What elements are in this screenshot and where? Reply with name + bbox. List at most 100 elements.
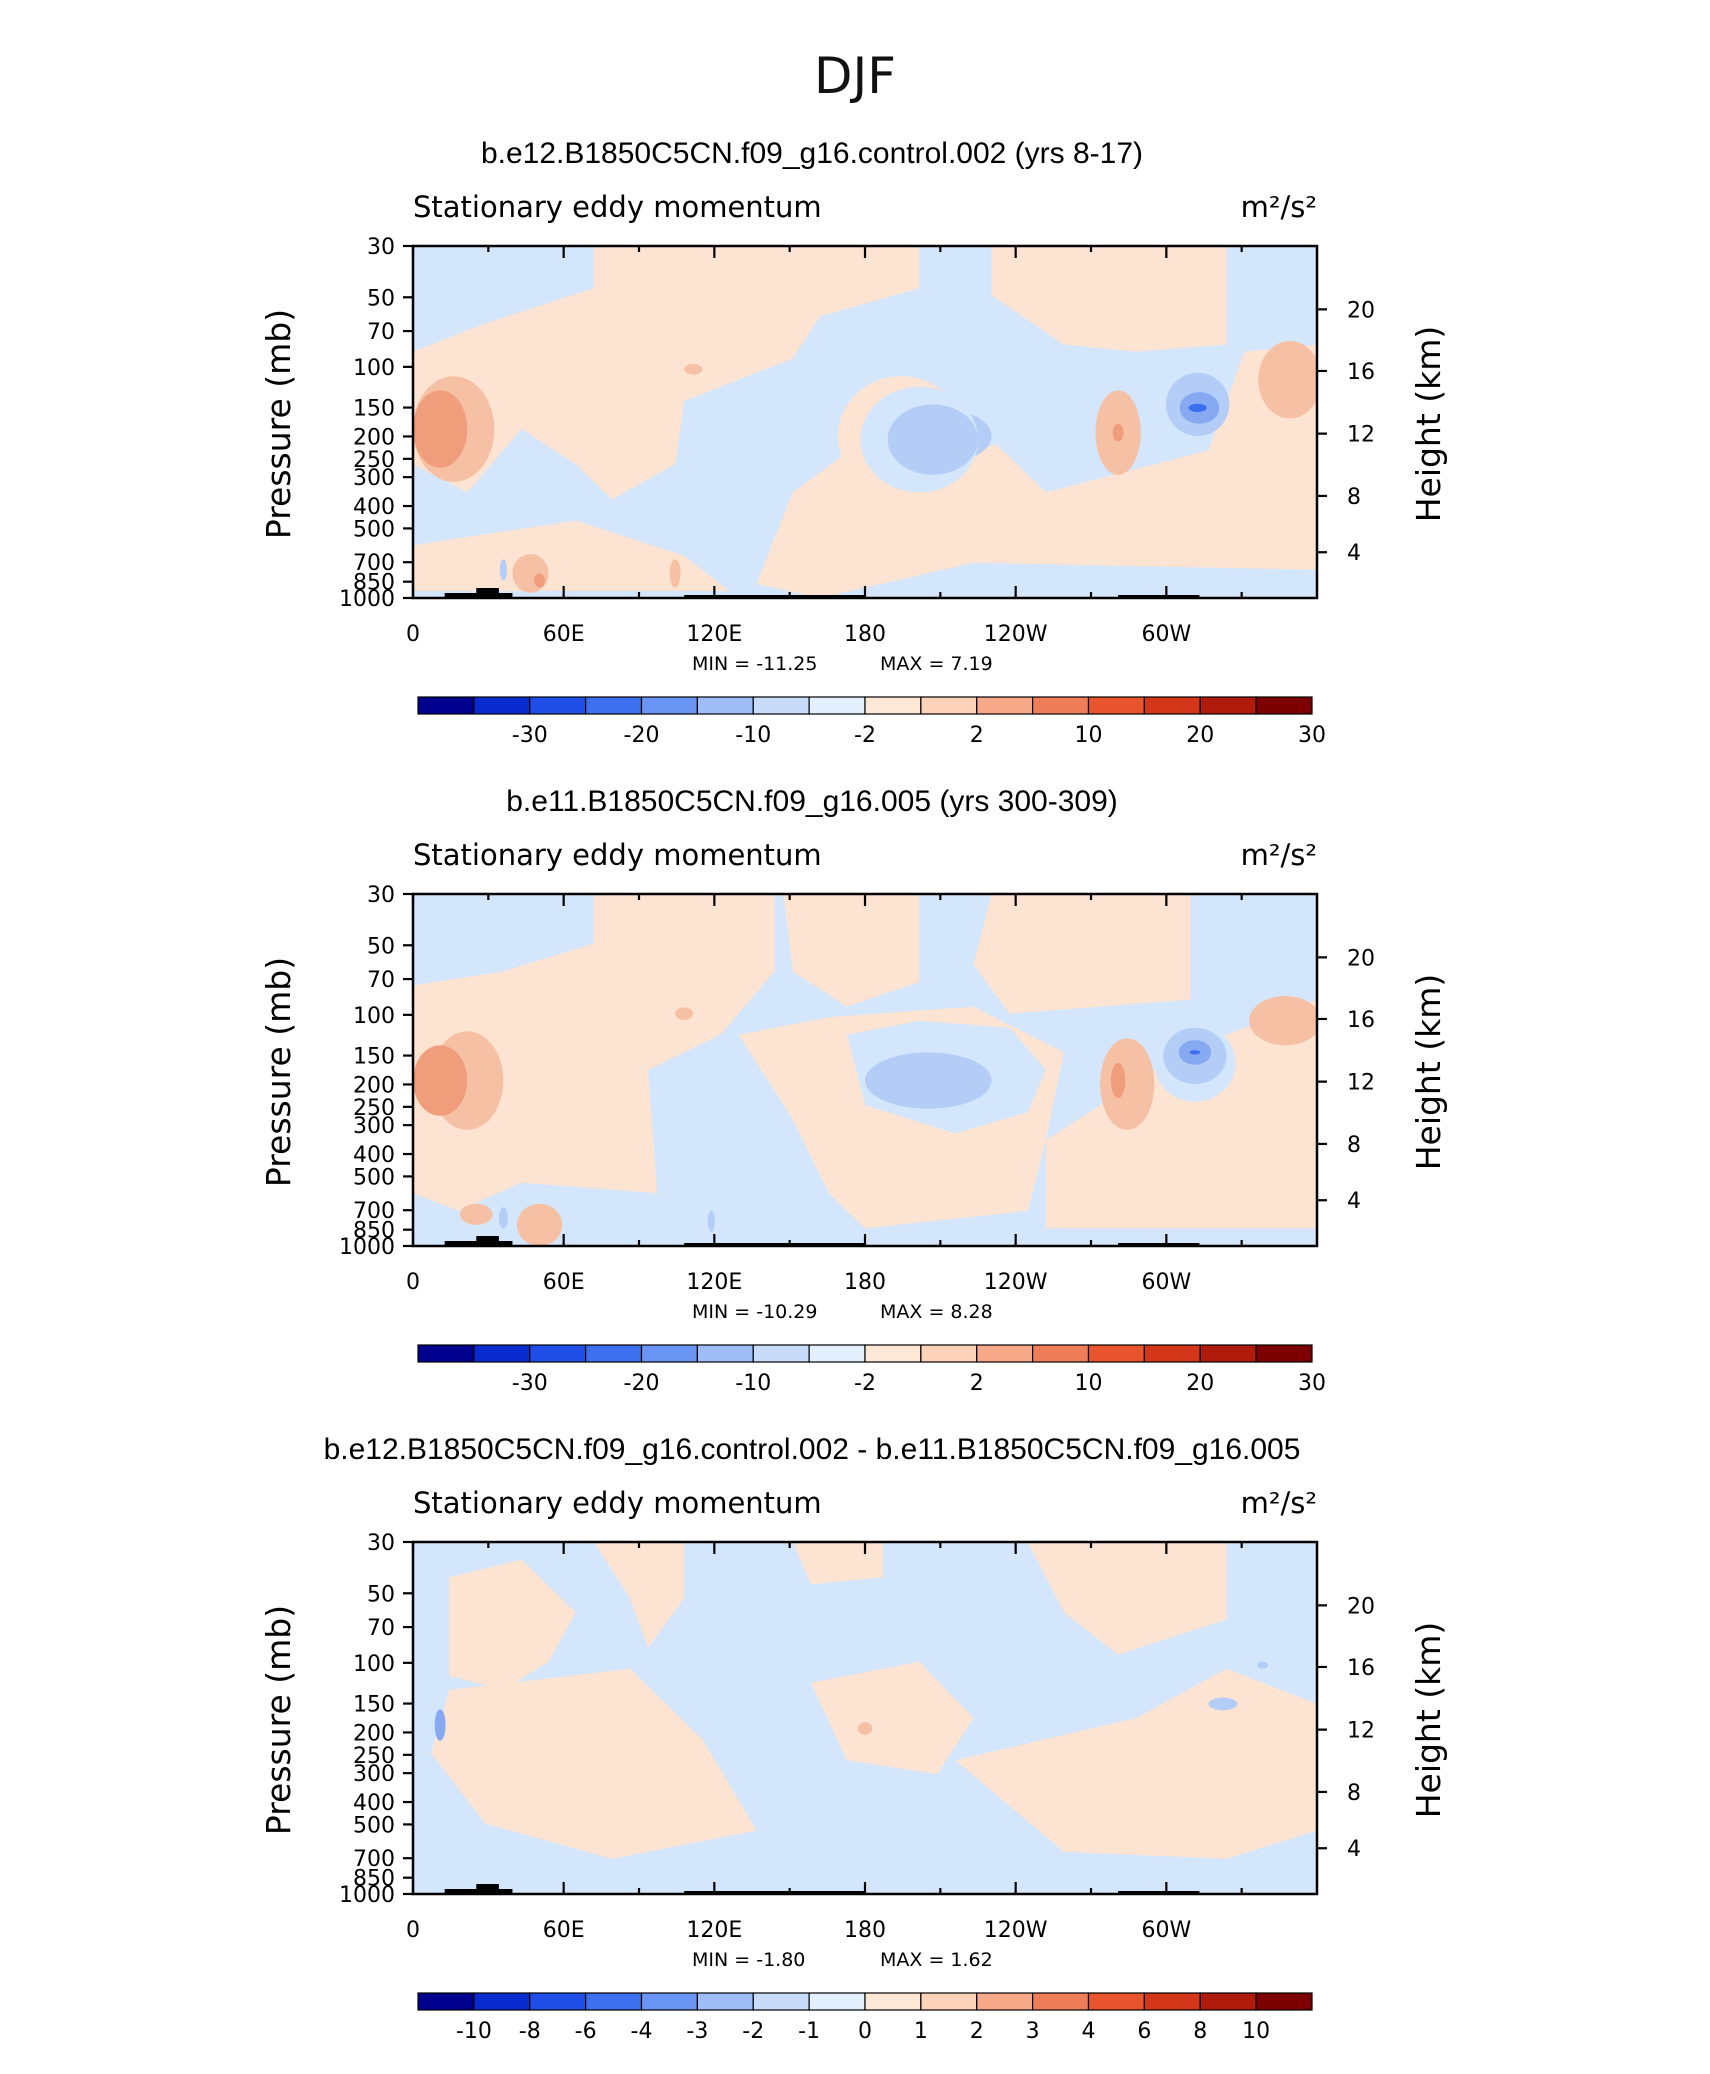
y-axis-title: Pressure (mb)	[259, 1605, 298, 1835]
contour-pos	[684, 363, 703, 375]
y-tick-label: 100	[353, 1004, 395, 1029]
colorbar-swatch	[1255, 1344, 1313, 1363]
colorbar-swatch	[808, 1344, 866, 1363]
x-tick-label: 60E	[543, 1918, 585, 1943]
y-tick-label: 1000	[339, 1883, 395, 1908]
contour-neg	[499, 559, 508, 581]
y-tick-label: 250	[353, 1744, 395, 1769]
colorbar-swatch	[640, 1344, 698, 1363]
warm-region	[1027, 1542, 1227, 1655]
y-tick-label: 150	[353, 1045, 395, 1070]
warm-region	[431, 1668, 757, 1859]
contour-neg	[1257, 1661, 1269, 1669]
x-tick-label: 60W	[1141, 1270, 1191, 1295]
colorbar-label: 8	[1193, 2019, 1207, 2044]
y2-axis-title: Height (km)	[1409, 974, 1448, 1171]
colorbar-label: 30	[1298, 723, 1326, 748]
x-tick-label: 120W	[984, 622, 1048, 647]
panel: b.e11.B1850C5CN.f09_g16.005 (yrs 300-309…	[259, 785, 1448, 1396]
contour-pos	[1110, 1062, 1126, 1099]
colorbar-swatch	[864, 1344, 922, 1363]
y2-tick-label: 16	[1347, 360, 1375, 385]
warm-region	[756, 344, 1317, 598]
colorbar-swatch	[752, 1344, 810, 1363]
colorbar-label: 10	[1242, 2019, 1270, 2044]
topography	[1118, 1891, 1200, 1894]
y2-tick-label: 16	[1347, 1656, 1375, 1681]
colorbar-swatch	[864, 696, 922, 715]
colorbar-swatch	[1143, 696, 1201, 715]
contour-neg	[434, 1709, 446, 1741]
contour-pos	[1112, 423, 1124, 442]
colorbar-swatch	[529, 696, 587, 715]
colorbar-swatch	[808, 1992, 866, 2011]
panel-title: b.e11.B1850C5CN.f09_g16.005 (yrs 300-309…	[506, 785, 1118, 818]
topography	[684, 1891, 865, 1894]
colorbar-swatch	[808, 696, 866, 715]
colorbar	[417, 1992, 1313, 2011]
colorbar-swatch	[920, 1344, 978, 1363]
max-label: MAX = 1.62	[880, 1949, 993, 1971]
colorbar-swatch	[1255, 696, 1313, 715]
colorbar-label: -3	[686, 2019, 708, 2044]
colorbar-swatch	[1087, 1992, 1145, 2011]
y-tick-label: 150	[353, 397, 395, 422]
colorbar-swatch	[417, 1344, 475, 1363]
contour-pos	[675, 1007, 694, 1021]
min-label: MIN = -11.25	[692, 653, 817, 675]
y-axis-title: Pressure (mb)	[259, 309, 298, 539]
colorbar-swatch	[640, 1992, 698, 2011]
y-tick-label: 300	[353, 466, 395, 491]
page-title: DJF	[814, 47, 896, 105]
colorbar-swatch	[976, 696, 1034, 715]
colorbar-swatch	[752, 1992, 810, 2011]
contour-pos	[534, 573, 545, 588]
units-label: m²/s²	[1241, 838, 1317, 872]
y2-tick-label: 4	[1347, 541, 1361, 566]
y-tick-label: 400	[353, 1143, 395, 1168]
contour-pos	[1100, 1038, 1155, 1130]
y-tick-label: 400	[353, 495, 395, 520]
x-tick-label: 60E	[543, 622, 585, 647]
x-tick-label: 180	[844, 622, 886, 647]
panel: b.e12.B1850C5CN.f09_g16.control.002 (yrs…	[259, 137, 1448, 748]
y-tick-label: 200	[353, 1073, 395, 1098]
colorbar-label: 30	[1298, 1371, 1326, 1396]
colorbar-swatch	[1143, 1992, 1201, 2011]
colorbar-label: -10	[735, 723, 771, 748]
contour-pos	[1258, 341, 1317, 419]
variable-label: Stationary eddy momentum	[413, 1486, 822, 1520]
colorbar-label: 10	[1075, 1371, 1103, 1396]
x-tick-label: 60W	[1141, 1918, 1191, 1943]
y-tick-label: 850	[353, 1219, 395, 1244]
y-tick-label: 700	[353, 551, 395, 576]
warm-region	[1045, 999, 1317, 1229]
y-tick-label: 100	[353, 356, 395, 381]
y-axis-title: Pressure (mb)	[259, 957, 298, 1187]
colorbar-swatch	[473, 1344, 531, 1363]
min-label: MIN = -1.80	[692, 1949, 805, 1971]
y-tick-label: 1000	[339, 587, 395, 612]
units-label: m²/s²	[1241, 190, 1317, 224]
contour-min	[1188, 403, 1207, 413]
colorbar-swatch	[1199, 696, 1257, 715]
colorbar-swatch	[696, 1344, 754, 1363]
colorbar-label: -2	[742, 2019, 764, 2044]
colorbar-swatch	[1199, 1992, 1257, 2011]
y2-tick-label: 20	[1347, 946, 1375, 971]
warm-region	[973, 894, 1191, 1014]
contour-pos	[1249, 996, 1317, 1046]
y2-tick-label: 20	[1347, 1594, 1375, 1619]
y-tick-label: 500	[353, 1165, 395, 1190]
y-tick-label: 70	[367, 1616, 395, 1641]
colorbar-swatch	[473, 1992, 531, 2011]
x-tick-label: 0	[406, 622, 420, 647]
y2-tick-label: 16	[1347, 1008, 1375, 1033]
contour-neg	[707, 1210, 715, 1232]
x-tick-label: 180	[844, 1270, 886, 1295]
colorbar-label: -30	[512, 1371, 548, 1396]
colorbar-label: 0	[858, 2019, 872, 2044]
topography	[684, 595, 865, 598]
colorbar-label: 2	[970, 1371, 984, 1396]
y-tick-label: 50	[367, 934, 395, 959]
